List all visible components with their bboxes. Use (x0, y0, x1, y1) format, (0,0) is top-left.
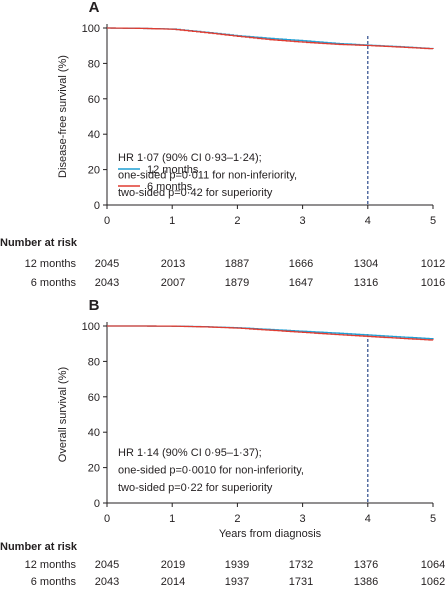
risk-count: 2007 (161, 277, 185, 289)
risk-count: 1064 (421, 559, 445, 571)
risk-table-header: Number at risk (0, 237, 78, 249)
risk-count: 1386 (354, 576, 378, 588)
risk-count: 1016 (421, 277, 445, 289)
risk-row-label: 6 months (31, 277, 77, 289)
hr-annotation-line: one-sided p=0·011 for non-inferiority, (118, 170, 297, 182)
hr-annotation-line: one-sided p=0·0010 for non-inferiority, (118, 465, 304, 477)
risk-count: 2043 (95, 576, 119, 588)
y-tick-label: 0 (94, 498, 100, 510)
x-tick-label: 1 (169, 513, 175, 525)
risk-count: 1647 (289, 277, 313, 289)
risk-count: 1937 (225, 576, 249, 588)
risk-count: 1732 (289, 559, 313, 571)
hr-annotation-line: HR 1·07 (90% CI 0·93–1·24); (118, 152, 262, 164)
panel-label: B (89, 297, 100, 314)
x-tick-label: 5 (430, 215, 436, 227)
legend-label: 12 months (147, 164, 199, 176)
y-axis-label: Disease-free survival (%) (57, 55, 69, 178)
risk-count: 1879 (225, 277, 249, 289)
survival-curve-6-months (107, 325, 434, 341)
risk-count: 1304 (354, 258, 378, 270)
risk-count: 1062 (421, 576, 445, 588)
y-tick-label: 100 (82, 321, 100, 333)
y-tick-label: 40 (88, 427, 100, 439)
survival-curve-6-months (107, 27, 434, 50)
risk-count: 1939 (225, 559, 249, 571)
risk-table-header: Number at risk (0, 541, 78, 553)
legend-label: 6 months (147, 181, 193, 193)
risk-count: 1887 (225, 258, 249, 270)
y-tick-label: 60 (88, 392, 100, 404)
y-tick-label: 20 (88, 463, 100, 475)
y-axis-label: Overall survival (%) (57, 367, 69, 462)
y-tick-label: 60 (88, 94, 100, 106)
x-tick-label: 5 (430, 513, 436, 525)
risk-row-label: 6 months (31, 576, 77, 588)
x-tick-label: 0 (104, 513, 110, 525)
y-tick-label: 80 (88, 58, 100, 70)
risk-count: 2043 (95, 277, 119, 289)
risk-row-label: 12 months (25, 258, 77, 270)
y-tick-label: 0 (94, 200, 100, 212)
risk-count: 1376 (354, 559, 378, 571)
x-tick-label: 0 (104, 215, 110, 227)
x-axis-label: Years from diagnosis (219, 528, 322, 540)
x-tick-label: 3 (300, 215, 306, 227)
hr-annotation-line: two-sided p=0·22 for superiority (118, 482, 273, 494)
hr-annotation-line: HR 1·14 (90% CI 0·95–1·37); (118, 447, 262, 459)
risk-count: 2013 (161, 258, 185, 270)
risk-count: 2045 (95, 258, 119, 270)
x-tick-label: 1 (169, 215, 175, 227)
risk-count: 1012 (421, 258, 445, 270)
y-tick-label: 80 (88, 356, 100, 368)
risk-row-label: 12 months (25, 559, 77, 571)
hr-annotation-line: two-sided p=0·42 for superiority (118, 187, 273, 199)
risk-count: 2014 (161, 576, 185, 588)
y-tick-label: 40 (88, 129, 100, 141)
x-tick-label: 3 (300, 513, 306, 525)
x-tick-label: 2 (234, 513, 240, 525)
y-tick-label: 100 (82, 23, 100, 35)
x-tick-label: 4 (365, 513, 371, 525)
panel-label: A (89, 0, 100, 16)
risk-count: 2019 (161, 559, 185, 571)
risk-count: 1316 (354, 277, 378, 289)
risk-count: 1731 (289, 576, 313, 588)
risk-count: 1666 (289, 258, 313, 270)
y-tick-label: 20 (88, 165, 100, 177)
risk-count: 2045 (95, 559, 119, 571)
x-tick-label: 4 (365, 215, 371, 227)
x-tick-label: 2 (234, 215, 240, 227)
